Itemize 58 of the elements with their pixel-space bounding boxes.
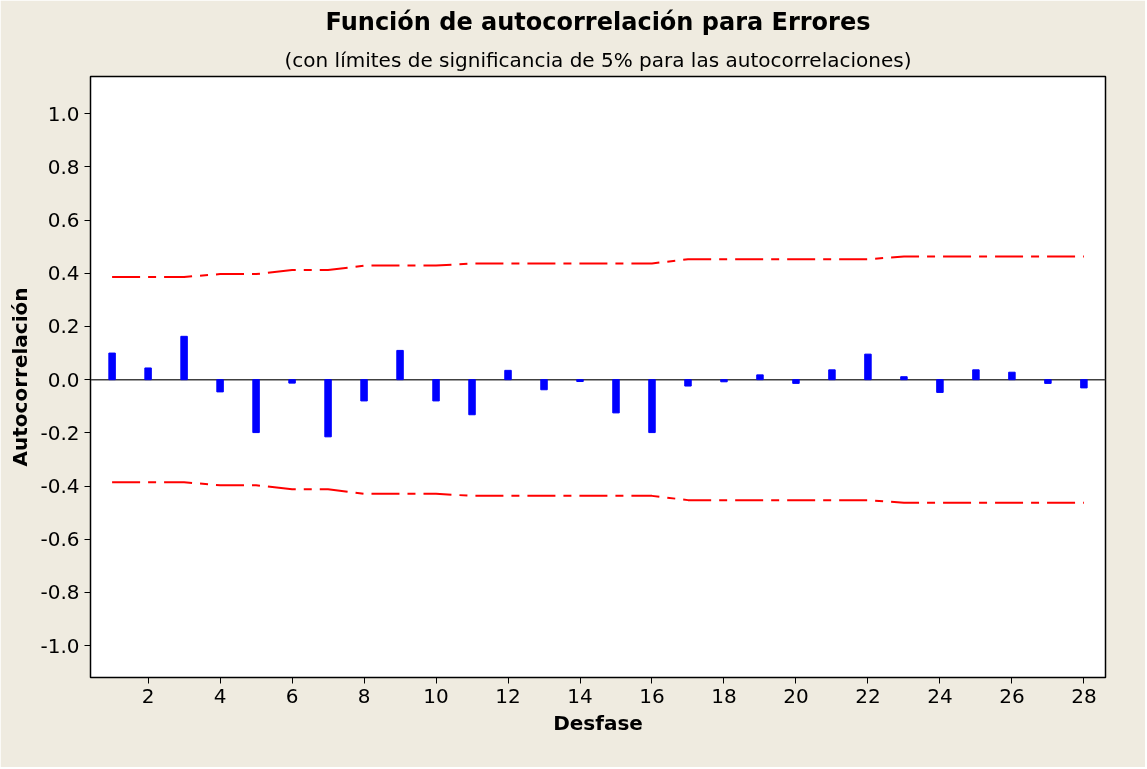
bar [648, 379, 656, 434]
y-tick-label: -0.8 [40, 580, 80, 605]
y-tick-label: -1.0 [40, 633, 80, 658]
bar [108, 352, 116, 381]
x-tick-label: 20 [783, 683, 809, 708]
y-tick-label: -0.2 [40, 420, 80, 445]
x-tick-label: 14 [567, 683, 593, 708]
bar [360, 379, 368, 402]
line-series [111, 481, 1085, 504]
x-tick-label: 2 [141, 683, 155, 708]
chart-title: Función de autocorrelación para Errores [325, 7, 871, 36]
bar [1080, 379, 1088, 389]
bar [756, 374, 764, 381]
bar [432, 379, 440, 402]
bar [540, 379, 548, 391]
x-tick-label: 10 [423, 683, 449, 708]
x-tick-label: 22 [855, 683, 881, 708]
bar [684, 379, 692, 387]
x-axis-title: Desfase [553, 710, 643, 735]
x-tick-label: 12 [495, 683, 521, 708]
bar [288, 379, 296, 384]
bar [504, 369, 512, 381]
bar [216, 379, 224, 393]
bar [612, 379, 620, 414]
bar [324, 379, 332, 438]
y-tick-label: -0.6 [40, 527, 80, 552]
chart-subtitle: (con límites de significancia de 5% para las autocorrelaciones) [284, 47, 912, 72]
y-tick-label: 1.0 [47, 101, 80, 126]
x-tick-label: 16 [639, 683, 665, 708]
bar [1008, 371, 1016, 381]
y-tick-label: 0.0 [47, 367, 80, 392]
x-tick-label: 28 [1071, 683, 1097, 708]
bar [864, 353, 872, 381]
bar [1044, 379, 1052, 384]
bar [144, 367, 152, 381]
x-tick-label: 18 [711, 683, 737, 708]
y-tick-label: 0.4 [47, 261, 80, 286]
y-tick-label: 0.8 [47, 154, 80, 179]
x-tick-label: 26 [999, 683, 1025, 708]
y-tick-label: 0.2 [47, 314, 80, 339]
bar [180, 335, 188, 381]
bar [828, 369, 836, 381]
bar [900, 376, 908, 381]
bar [252, 379, 260, 434]
bar [468, 379, 476, 416]
y-tick-label: 0.6 [47, 208, 80, 233]
bar [720, 379, 728, 383]
x-tick-label: 4 [213, 683, 227, 708]
line-series [111, 255, 1085, 279]
bar [936, 379, 944, 393]
bar [792, 379, 800, 384]
x-tick-label: 24 [927, 683, 953, 708]
bar [396, 349, 404, 381]
y-tick-label: -0.4 [40, 474, 80, 499]
bar [972, 369, 980, 381]
x-tick-label: 8 [357, 683, 371, 708]
x-tick-label: 6 [285, 683, 299, 708]
y-axis-title: Autocorrelación [8, 287, 33, 467]
